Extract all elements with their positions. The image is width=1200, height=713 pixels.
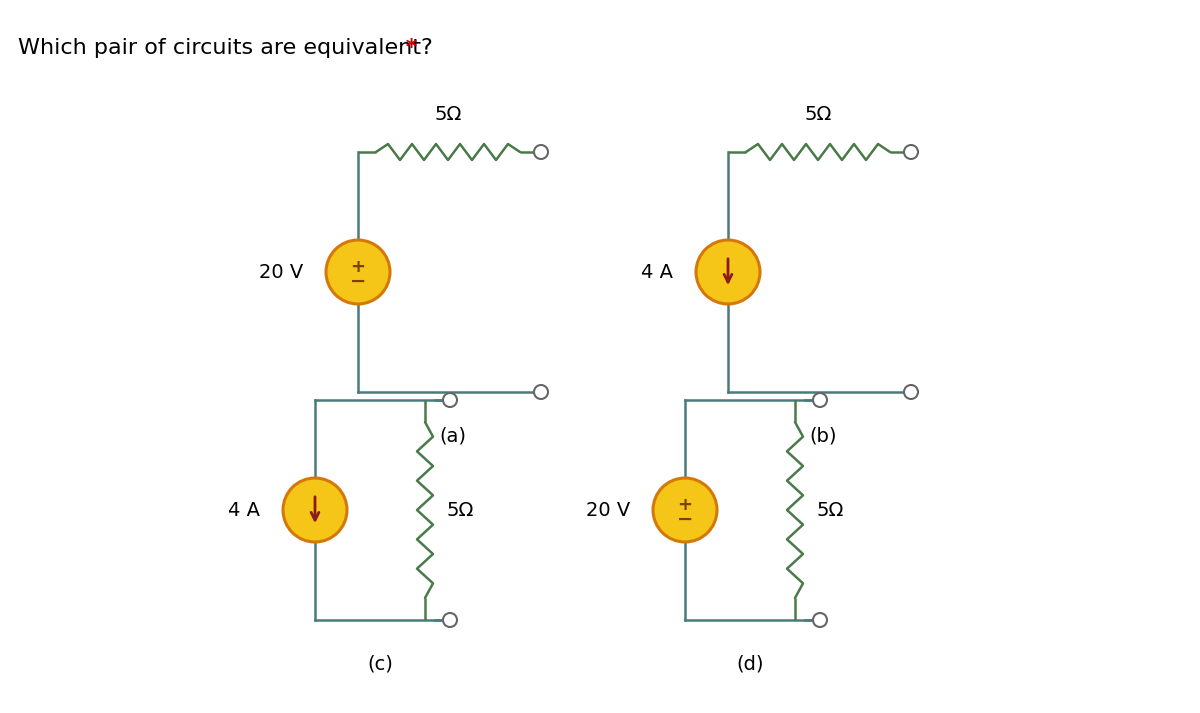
Circle shape <box>283 478 347 542</box>
Circle shape <box>653 478 718 542</box>
Text: 5Ω: 5Ω <box>434 105 462 124</box>
Text: (a): (a) <box>439 427 467 446</box>
Circle shape <box>904 385 918 399</box>
Text: 20 V: 20 V <box>259 262 302 282</box>
Text: (b): (b) <box>809 427 836 446</box>
Circle shape <box>443 613 457 627</box>
Text: (d): (d) <box>737 655 763 674</box>
Text: (c): (c) <box>367 655 392 674</box>
Text: +: + <box>678 496 692 514</box>
Circle shape <box>534 145 548 159</box>
Circle shape <box>696 240 760 304</box>
Text: 4 A: 4 A <box>641 262 673 282</box>
Text: Which pair of circuits are equivalent?: Which pair of circuits are equivalent? <box>18 38 433 58</box>
Circle shape <box>326 240 390 304</box>
Text: *: * <box>398 38 418 58</box>
Text: +: + <box>350 258 366 276</box>
Circle shape <box>814 393 827 407</box>
Text: −: − <box>350 272 366 290</box>
Circle shape <box>814 613 827 627</box>
Circle shape <box>443 393 457 407</box>
Text: 5Ω: 5Ω <box>817 501 845 520</box>
Text: 20 V: 20 V <box>586 501 630 520</box>
Text: −: − <box>677 510 694 528</box>
Text: 5Ω: 5Ω <box>446 501 474 520</box>
Circle shape <box>904 145 918 159</box>
Text: 5Ω: 5Ω <box>804 105 832 124</box>
Text: 4 A: 4 A <box>228 501 260 520</box>
Circle shape <box>534 385 548 399</box>
